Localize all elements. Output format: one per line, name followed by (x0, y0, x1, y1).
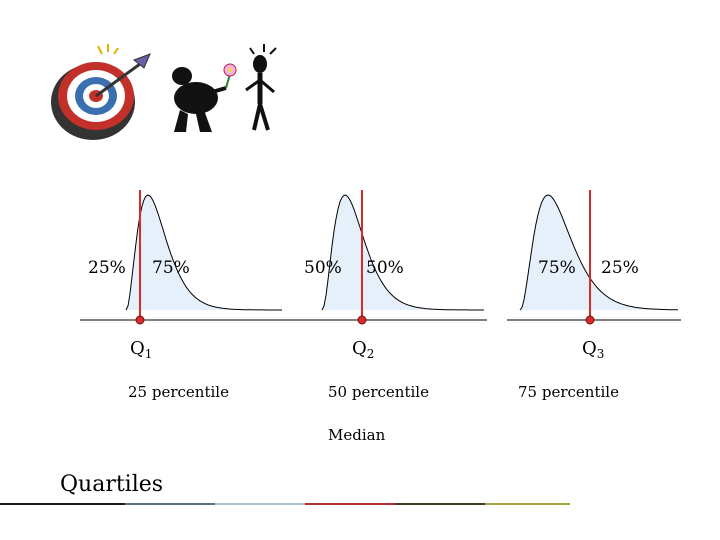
q2-label: Q2 (352, 338, 375, 361)
q1-marker-dot (135, 315, 145, 325)
q3-left-percent: 75% (538, 258, 576, 278)
footer-bar-3 (215, 503, 305, 505)
dartboard-clipart (51, 44, 151, 140)
q2-left-percent: 50% (304, 258, 342, 278)
q2-marker-dot (357, 315, 367, 325)
footer-bar-4 (305, 503, 395, 505)
footer-bar-6 (485, 503, 570, 505)
q3-right-percent: 25% (601, 258, 639, 278)
q1-left-percent: 25% (88, 258, 126, 278)
q1-percentile: 25 percentile (128, 383, 229, 401)
q2-curve-fill (322, 195, 484, 310)
q1-curve-fill (126, 195, 282, 310)
q3-marker-dot (585, 315, 595, 325)
q2-right-percent: 50% (366, 258, 404, 278)
median-label: Median (328, 426, 386, 444)
q1-right-percent: 75% (152, 258, 190, 278)
q2-curve (321, 194, 484, 311)
q1-curve (125, 194, 282, 311)
q3-label: Q3 (582, 338, 605, 361)
footer-bar-1 (0, 503, 125, 505)
q3-curve (519, 194, 678, 311)
man-with-flower-clipart (172, 44, 277, 132)
q2-percentile: 50 percentile (328, 383, 429, 401)
footer-bar-5 (395, 503, 485, 505)
footer-bar-2 (125, 503, 215, 505)
q3-percentile: 75 percentile (518, 383, 619, 401)
q1-label: Q1 (130, 338, 153, 361)
slide-title: Quartiles (60, 472, 164, 497)
q3-curve-fill (520, 195, 678, 310)
